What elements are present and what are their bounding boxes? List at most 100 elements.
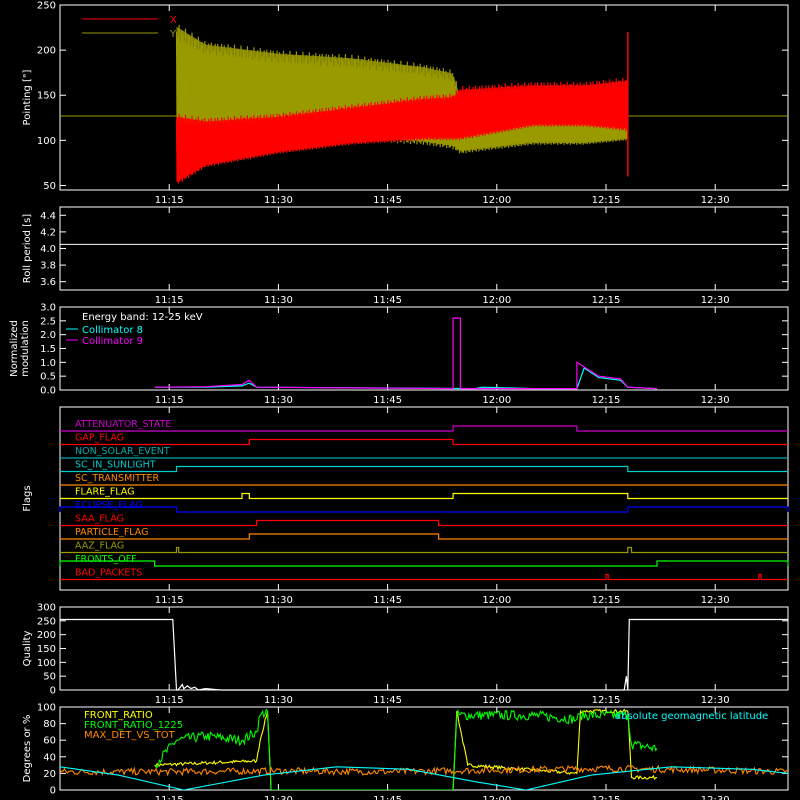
y-tick-label: 4.2 [40,227,56,238]
x-tick-label: 11:30 [264,195,293,206]
x-tick-label: 12:15 [592,795,621,800]
legend-label: Collimator 8 [82,325,143,336]
x-tick-label: 12:15 [592,295,621,306]
flag-eclipse-flag-line [59,506,789,513]
series-collimator-9-line [154,317,658,390]
x-tick-label: 12:30 [701,695,730,706]
x-tick-label: 11:30 [264,395,293,406]
panel-pointing: 11:15 11:30 11:45 12:00 12:15 12:30 50 100 150 20… [22,1,789,206]
y-tick-label: 4.0 [40,244,56,255]
legend-label: FRONT_RATIO [84,710,153,721]
y-tick-label: 0 [50,686,56,697]
legend-title: Energy band: 12-25 keV [82,312,203,323]
panel-flags: 11:15 11:30 11:45 12:00 12:15 12:30 Flags ATTEN… [22,406,789,606]
y-tick-label: 80 [43,719,56,730]
flag-label: ECLIPSE_FLAG [75,500,143,511]
flag-label: PARTICLE_FLAG [75,527,148,538]
y-tick-label: 3.6 [40,277,56,288]
x-tick-label: 12:00 [482,195,511,206]
flag-sc-in-sunlight-line [60,465,788,473]
y-axis-label-line: Normalized [9,320,20,377]
y-tick-label: 100 [37,658,56,669]
legend-label-geomagnetic: absolute geomagnetic latitude [615,711,768,722]
x-tick-label: 12:00 [482,595,511,606]
flag-saa-flag-line [60,519,788,527]
y-tick-label: 50 [43,181,56,192]
x-tick-label: 11:45 [373,395,402,406]
x-tick-label: 12:15 [592,195,621,206]
y-tick-label: 60 [43,736,56,747]
flag-fronts-off-line [59,560,789,567]
x-tick-label: 11:30 [264,595,293,606]
x-tick-label: 11:45 [373,695,402,706]
flag-label: NON_SOLAR_EVENT [75,446,170,457]
x-tick-label: 12:00 [482,795,511,800]
y-tick-label: 3.8 [40,261,56,272]
flag-particle-flag-line [60,533,788,540]
y-tick-label: 100 [37,703,56,714]
x-tick-label: 12:30 [701,395,730,406]
pointing-plot [60,24,788,184]
y-axis-label-line: modulation [20,320,31,377]
flag-label: GAP_FLAG [75,433,124,444]
x-tick-label: 11:30 [264,695,293,706]
y-axis-label: Roll period [s] [22,214,33,283]
panel-roll: 11:15 11:30 11:45 12:00 12:15 12:30 3.6 3.8 4.0 4… [22,206,789,306]
x-tick-label: 11:30 [264,295,293,306]
y-tick-label: 250 [37,1,56,12]
y-tick-label: 150 [37,644,56,655]
flag-aaz-flag-line [60,546,788,554]
x-tick-label: 11:15 [155,695,184,706]
legend-label: FRONT_RATIO_1225 [84,720,183,731]
y-tick-label: 200 [37,46,56,57]
y-tick-label: 2.5 [40,316,56,327]
flag-label: FRONTS_OFF [75,554,137,565]
y-axis-label: Quality [22,631,33,667]
y-tick-label: 1.5 [40,344,56,355]
y-tick-label: 1.0 [40,358,56,369]
x-tick-label: 11:15 [155,295,184,306]
flag-label: ATTENUATOR_STATE [75,419,171,430]
x-tick-label: 12:30 [701,295,730,306]
ratios-plot [60,708,788,790]
x-tick-label: 12:00 [482,695,511,706]
x-tick-label: 12:15 [592,595,621,606]
series-absolute-geomagnetic-latitude-line [60,766,788,790]
x-tick-label: 12:15 [592,695,621,706]
flag-label: FLARE_FLAG [75,487,135,498]
flag-flare-flag-line [60,492,788,500]
flag-label: AAZ_FLAG [75,541,124,552]
y-tick-label: 100 [37,136,56,147]
flag-label: BAD_PACKETS [75,568,142,579]
series-front-ratio-1225-line [154,708,658,790]
x-tick-label: 12:30 [701,195,730,206]
panel-frame [59,4,789,191]
x-tick-label: 11:15 [155,195,184,206]
y-axis-label: Normalizedmodulation [9,320,31,377]
flag-gap-flag-line [60,438,788,446]
y-tick-label: 20 [43,769,56,780]
x-tick-label: 11:15 [155,595,184,606]
series-max-det-vs-tot-line [60,764,788,777]
legend-label-x: X [170,15,177,26]
x-tick-label: 12:30 [701,595,730,606]
y-tick-label: 250 [37,616,56,627]
y-tick-label: 0.5 [40,372,56,383]
panel-ratios: 11:15 11:30 11:45 12:00 12:15 12:30 0 20 40 60 80 1… [22,703,789,800]
y-axis-label: Degrees or % [22,715,33,783]
flag-attenuator-state-line [60,425,788,432]
series-x-band [176,80,628,182]
y-tick-label: 0.0 [40,386,56,397]
x-tick-label: 11:30 [264,795,293,800]
y-tick-label: 2.0 [40,330,56,341]
y-tick-label: 0 [50,786,56,797]
x-tick-label: 12:00 [482,395,511,406]
x-tick-label: 11:45 [373,795,402,800]
x-tick-label: 11:45 [373,195,402,206]
y-axis-label: Flags [22,485,33,511]
legend-label-y: Y [169,29,177,40]
flag-bad-packets-line [60,573,788,581]
series-collimator-8-line [154,366,658,390]
series-front-ratio-line [154,708,658,790]
